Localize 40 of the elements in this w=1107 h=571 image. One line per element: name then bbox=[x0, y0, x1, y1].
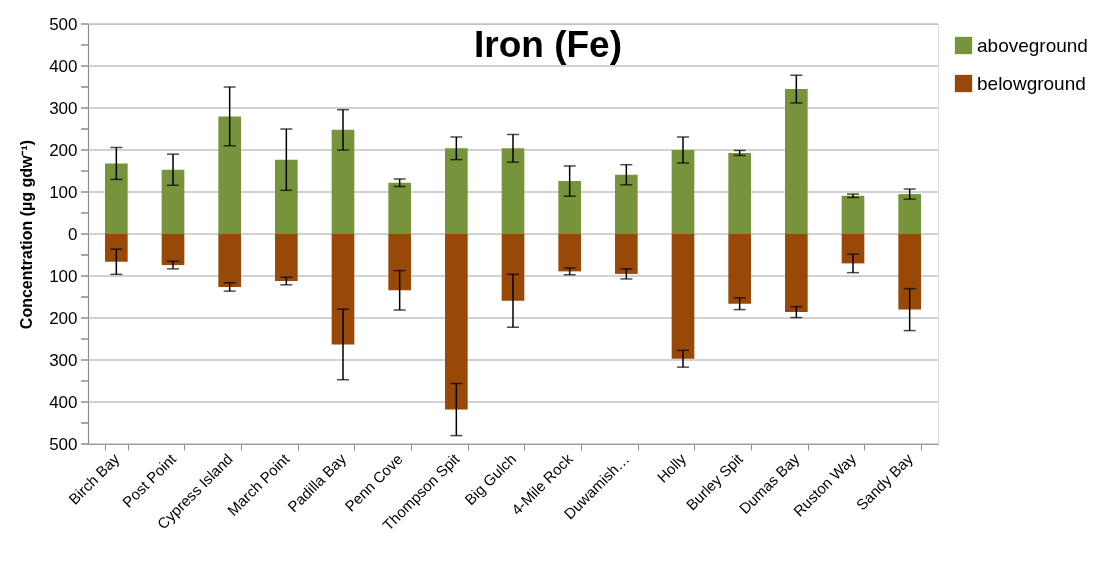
bar bbox=[728, 234, 751, 304]
bar bbox=[615, 174, 638, 234]
bar bbox=[501, 148, 525, 234]
bar bbox=[161, 169, 185, 234]
bar bbox=[218, 116, 241, 234]
bar bbox=[105, 163, 128, 234]
bar bbox=[898, 234, 921, 310]
y-tick-label: 300 bbox=[49, 350, 78, 370]
bar bbox=[671, 234, 695, 359]
bar bbox=[558, 181, 581, 234]
bar bbox=[331, 129, 355, 234]
y-tick-label: 0 bbox=[68, 224, 78, 244]
y-tick-label: 100 bbox=[49, 266, 78, 286]
legend-label: aboveground bbox=[977, 34, 1088, 56]
bar bbox=[785, 89, 808, 234]
y-tick-label: 200 bbox=[49, 140, 78, 160]
bar bbox=[841, 234, 865, 264]
bar bbox=[388, 234, 411, 291]
y-tick-label: 300 bbox=[49, 98, 78, 118]
bar bbox=[331, 234, 355, 345]
bar bbox=[105, 234, 128, 262]
bar bbox=[841, 195, 865, 234]
bar bbox=[615, 234, 638, 274]
bar bbox=[898, 194, 921, 234]
bar bbox=[671, 150, 695, 234]
chart-title: Iron (Fe) bbox=[474, 24, 622, 65]
y-tick-label: 100 bbox=[49, 182, 78, 202]
y-tick-label: 400 bbox=[49, 392, 78, 412]
bar bbox=[218, 234, 241, 287]
bar bbox=[785, 234, 808, 313]
bar bbox=[445, 234, 468, 410]
y-axis-title: Concentration (µg gdw⁻¹) bbox=[18, 139, 36, 330]
bar bbox=[275, 159, 298, 234]
legend-label: belowground bbox=[977, 72, 1086, 94]
y-tick-label: 200 bbox=[49, 308, 78, 328]
bar bbox=[445, 148, 468, 234]
y-tick-label: 500 bbox=[49, 14, 78, 34]
bar bbox=[501, 234, 525, 301]
y-tick-label: 400 bbox=[49, 56, 78, 76]
y-tick-label: 500 bbox=[49, 434, 78, 454]
